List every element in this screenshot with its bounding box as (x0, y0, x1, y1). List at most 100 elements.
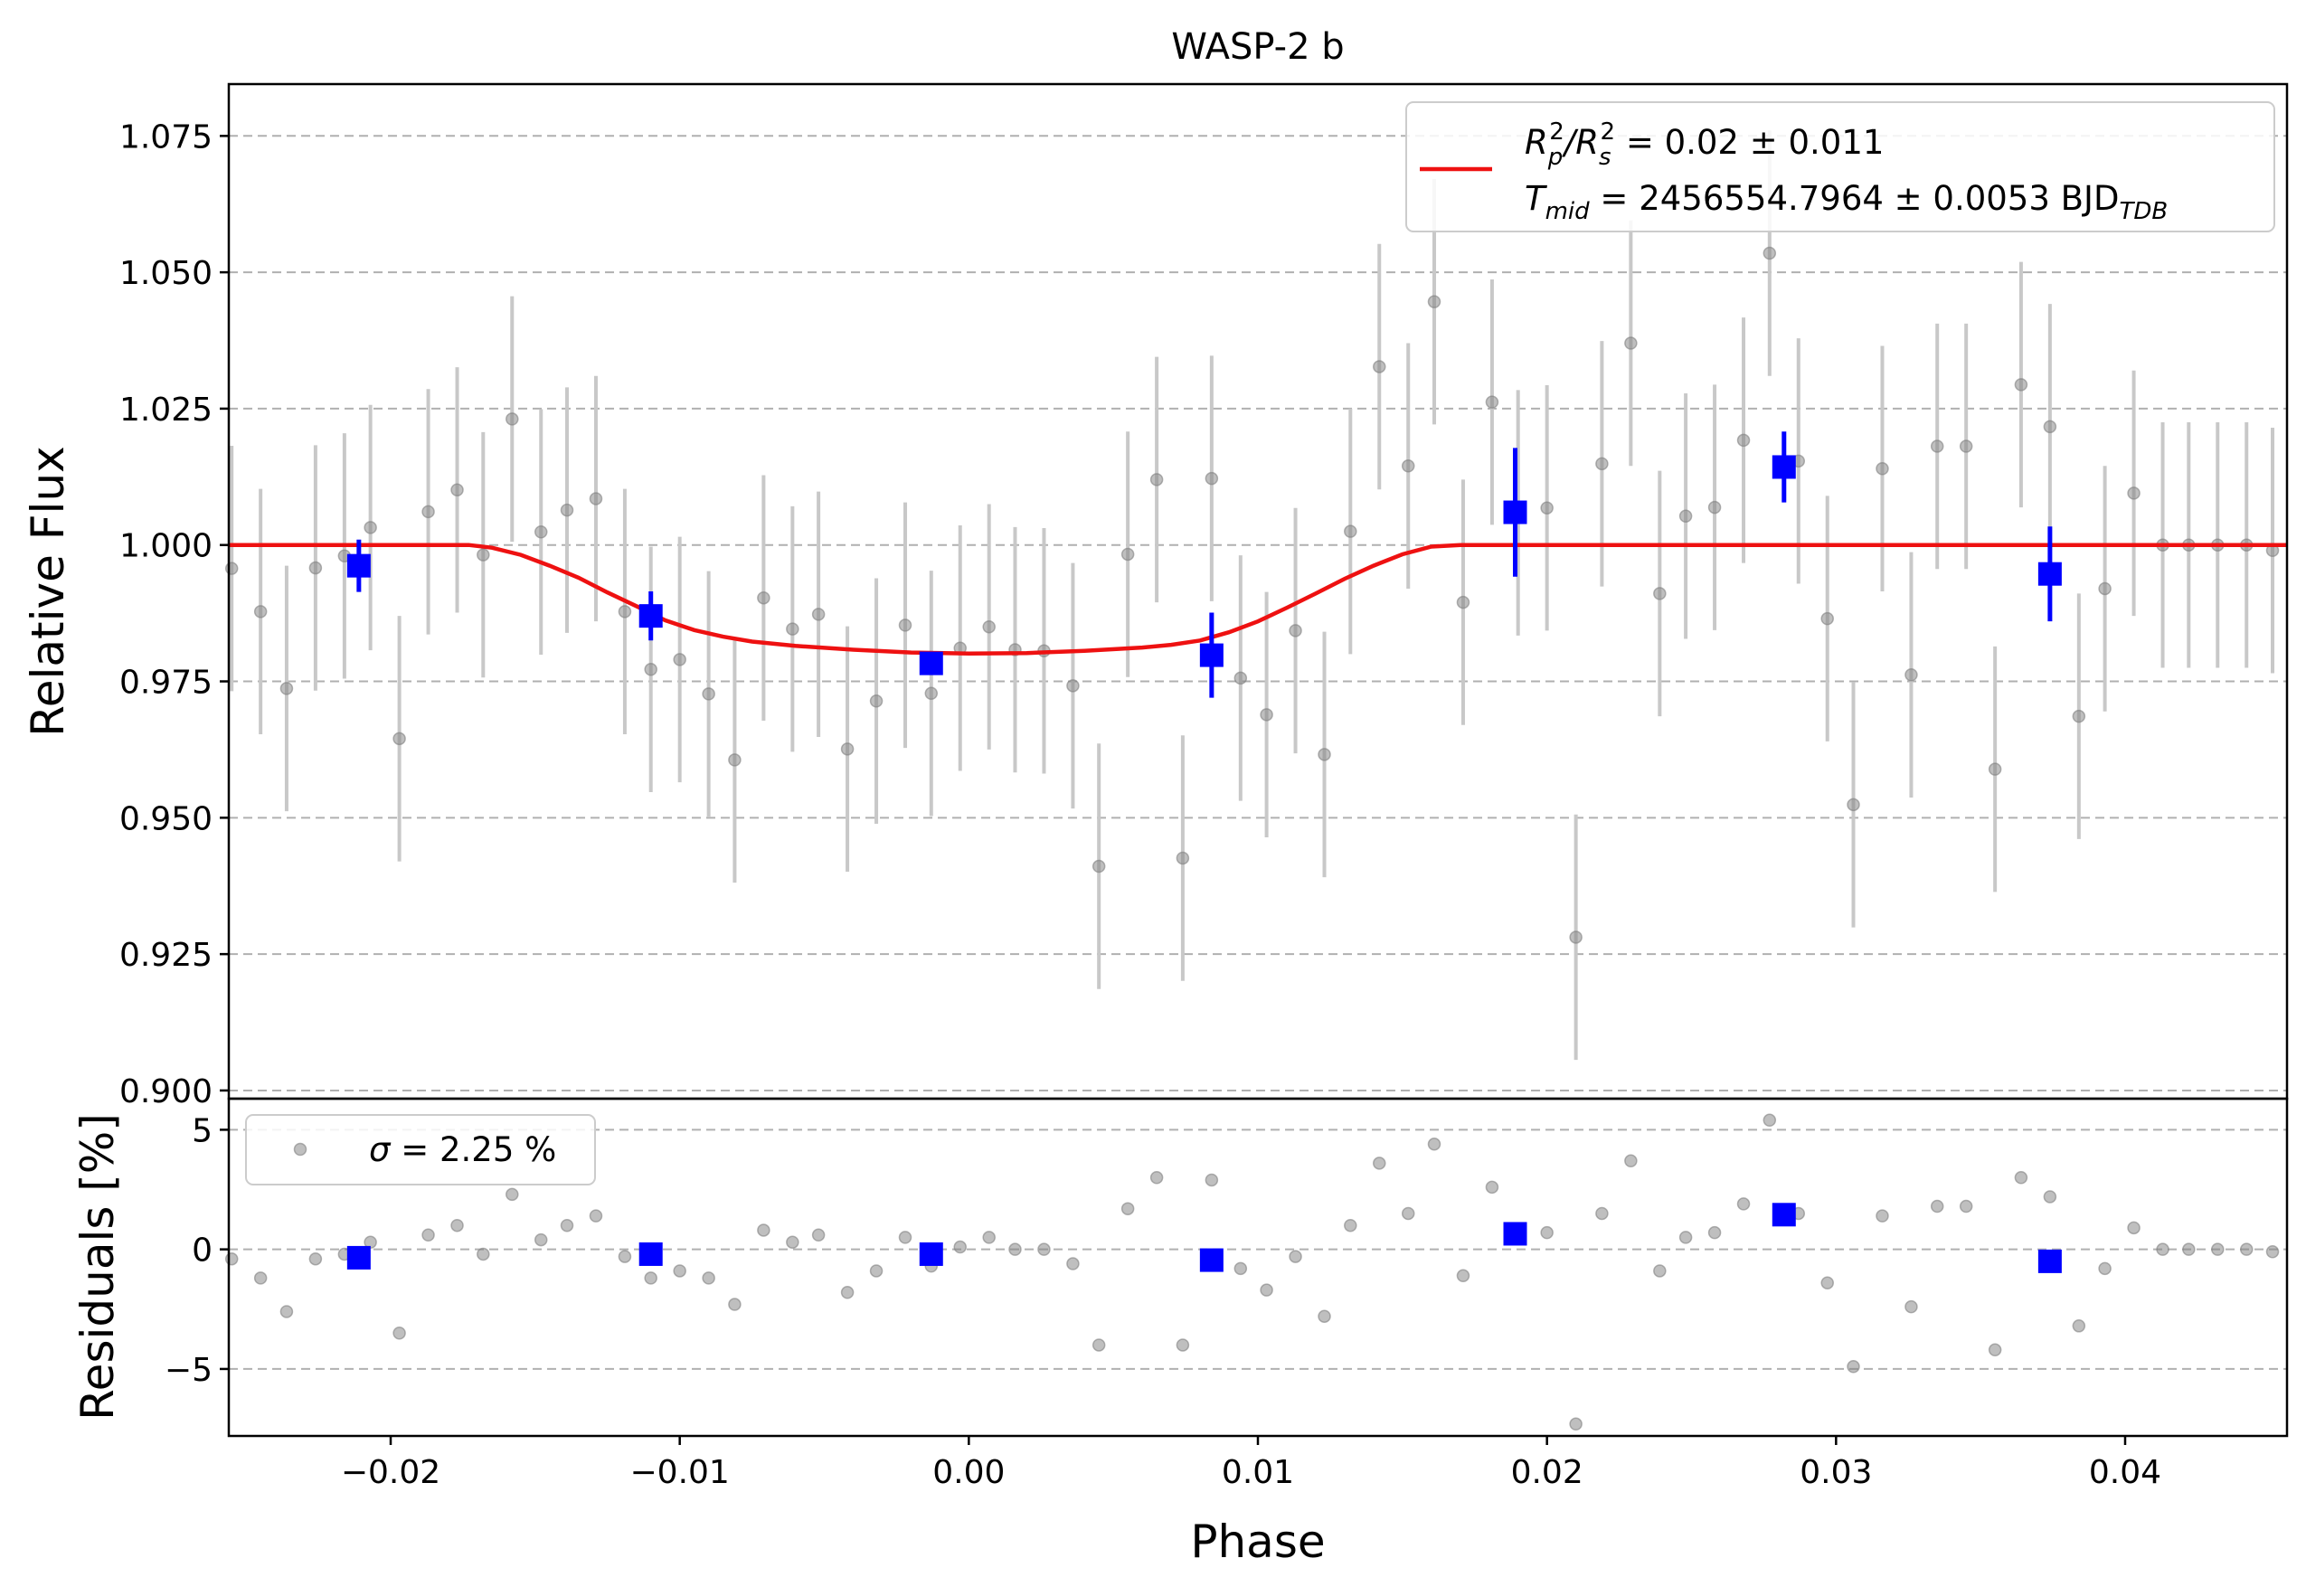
chart-title: WASP-2 b (1171, 26, 1344, 68)
x-tick-label: 0.00 (932, 1454, 1005, 1491)
y-tick-label-top: 0.950 (119, 800, 213, 837)
residual-binned-point (1772, 1203, 1796, 1227)
residual-point (253, 1271, 268, 1285)
transit-model-line (229, 543, 2287, 656)
residual-point (1959, 1199, 1973, 1214)
x-tick-label: 0.02 (1511, 1454, 1583, 1491)
residual-point (673, 1264, 686, 1278)
y-tick-label-top: 1.075 (119, 118, 213, 156)
data-point (757, 590, 770, 605)
legend-radius-ratio: Rp2/Rs2 = 0.02 ± 0.011 (1525, 118, 1884, 171)
residual-point (1427, 1138, 1441, 1151)
y-tick-label-top: 1.000 (119, 528, 213, 565)
residual-binned-point (346, 1245, 371, 1270)
data-point (253, 605, 268, 619)
data-point (1344, 524, 1357, 538)
residual-point (1344, 1218, 1357, 1232)
data-point (2098, 581, 2112, 596)
data-point (1624, 336, 1638, 350)
residual-binned-point (919, 1242, 943, 1266)
residual-point (1289, 1250, 1302, 1263)
residual-point (1008, 1242, 1022, 1256)
data-point (982, 619, 996, 634)
residual-point (811, 1228, 826, 1242)
x-tick-label: 0.01 (1222, 1454, 1294, 1491)
data-point (1707, 500, 1722, 515)
data-point (1260, 708, 1273, 722)
data-point (1373, 360, 1386, 373)
residual-point (1904, 1299, 1918, 1314)
binned-point (346, 553, 371, 578)
data-point (811, 608, 826, 621)
data-point (534, 524, 548, 539)
data-point (2043, 420, 2057, 434)
residual-point (2072, 1319, 2086, 1333)
data-point (1595, 457, 1609, 471)
residual-point (2098, 1261, 2112, 1276)
residual-point (1653, 1264, 1667, 1278)
data-point (1540, 501, 1554, 515)
data-point (1736, 433, 1751, 448)
data-point (392, 732, 406, 746)
data-point (1653, 587, 1667, 600)
y-tick-label-bottom: 5 (192, 1112, 213, 1149)
residual-point (982, 1231, 996, 1244)
residual-point (1876, 1209, 1889, 1223)
y-axis-label-bottom: Residuals [%] (71, 1113, 124, 1421)
data-point (279, 682, 294, 695)
residual-point (1176, 1338, 1190, 1352)
data-point (1820, 611, 1834, 626)
residual-point (1595, 1206, 1609, 1221)
y-tick-label-top: 0.900 (119, 1073, 213, 1110)
data-point (450, 483, 464, 497)
y-tick-label-bottom: −5 (165, 1352, 213, 1389)
data-point (1988, 762, 2002, 776)
residual-point (1820, 1276, 1834, 1289)
binned-point (2037, 562, 2062, 586)
residual-point (953, 1240, 967, 1254)
binned-point (1503, 500, 1527, 524)
residual-binned-point (1503, 1222, 1527, 1246)
data-point (618, 605, 632, 619)
data-point (308, 561, 323, 575)
residual-point (1149, 1171, 1164, 1185)
binned-point (1772, 455, 1796, 479)
data-point (1427, 295, 1441, 308)
data-point (786, 622, 799, 636)
residual-point (2127, 1221, 2141, 1235)
residual-point (840, 1286, 855, 1299)
data-point (1205, 471, 1219, 486)
data-point (1149, 473, 1164, 486)
y-tick-label-top: 0.925 (119, 937, 213, 974)
residual-point (2182, 1242, 2196, 1256)
top-legend: Rp2/Rs2 = 0.02 ± 0.011 Tmid = 2456554.79… (1405, 101, 2275, 232)
residual-binned-point (2037, 1249, 2062, 1273)
residual-point (2211, 1242, 2225, 1256)
residual-binned-point (638, 1242, 663, 1266)
data-point (840, 742, 855, 756)
legend-box (1405, 101, 2275, 232)
residual-legend-marker (293, 1142, 307, 1157)
residual-legend-box (245, 1114, 596, 1185)
residual-binned-point (1199, 1248, 1224, 1272)
data-point (673, 653, 686, 666)
residual-point (1456, 1269, 1470, 1283)
data-point (421, 505, 435, 519)
residual-point (728, 1298, 742, 1311)
top-y-ticks: 0.900 0.925 0.950 0.975 1.000 1.025 1.050 1.075 (119, 118, 229, 1110)
y-axis-label-top: Relative Flux (22, 446, 74, 736)
bottom-y-ticks: −5 0 5 (165, 1112, 229, 1389)
x-tick-label: −0.02 (341, 1454, 440, 1491)
residual-point (392, 1326, 406, 1340)
residual-point (1569, 1417, 1583, 1431)
data-point (869, 694, 884, 708)
data-point (560, 503, 574, 517)
residual-point (589, 1209, 603, 1223)
data-point (1318, 748, 1331, 761)
data-point (644, 663, 657, 676)
binned-points (346, 431, 2062, 698)
residual-point (898, 1231, 912, 1244)
binned-point (638, 604, 663, 628)
y-tick-label-top: 0.975 (119, 665, 213, 702)
